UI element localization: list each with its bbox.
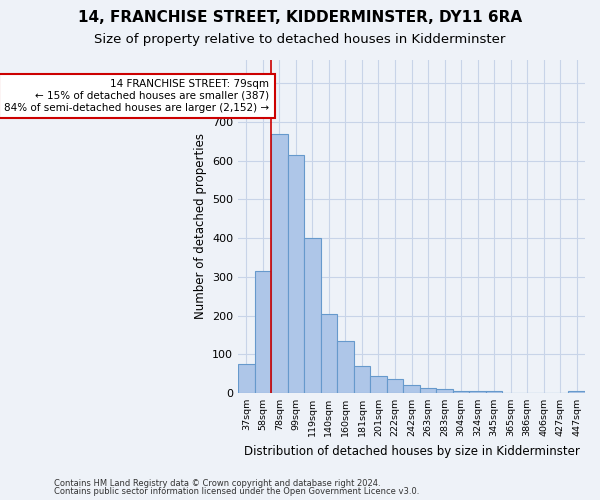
- Text: 14, FRANCHISE STREET, KIDDERMINSTER, DY11 6RA: 14, FRANCHISE STREET, KIDDERMINSTER, DY1…: [78, 10, 522, 25]
- Bar: [370, 376, 387, 393]
- Text: 14 FRANCHISE STREET: 79sqm
← 15% of detached houses are smaller (387)
84% of sem: 14 FRANCHISE STREET: 79sqm ← 15% of deta…: [4, 80, 269, 112]
- Bar: [304, 238, 320, 393]
- Text: Contains HM Land Registry data © Crown copyright and database right 2024.: Contains HM Land Registry data © Crown c…: [54, 478, 380, 488]
- Text: Contains public sector information licensed under the Open Government Licence v3: Contains public sector information licen…: [54, 487, 419, 496]
- Bar: [271, 134, 287, 393]
- Bar: [420, 388, 436, 393]
- Bar: [320, 314, 337, 393]
- Bar: [287, 155, 304, 393]
- Bar: [238, 364, 254, 393]
- X-axis label: Distribution of detached houses by size in Kidderminster: Distribution of detached houses by size …: [244, 444, 580, 458]
- Bar: [568, 391, 585, 393]
- Bar: [453, 391, 469, 393]
- Bar: [254, 271, 271, 393]
- Bar: [354, 366, 370, 393]
- Bar: [436, 389, 453, 393]
- Y-axis label: Number of detached properties: Number of detached properties: [194, 134, 206, 320]
- Bar: [337, 340, 354, 393]
- Text: Size of property relative to detached houses in Kidderminster: Size of property relative to detached ho…: [94, 32, 506, 46]
- Bar: [403, 385, 420, 393]
- Bar: [469, 391, 486, 393]
- Bar: [387, 380, 403, 393]
- Bar: [486, 391, 502, 393]
